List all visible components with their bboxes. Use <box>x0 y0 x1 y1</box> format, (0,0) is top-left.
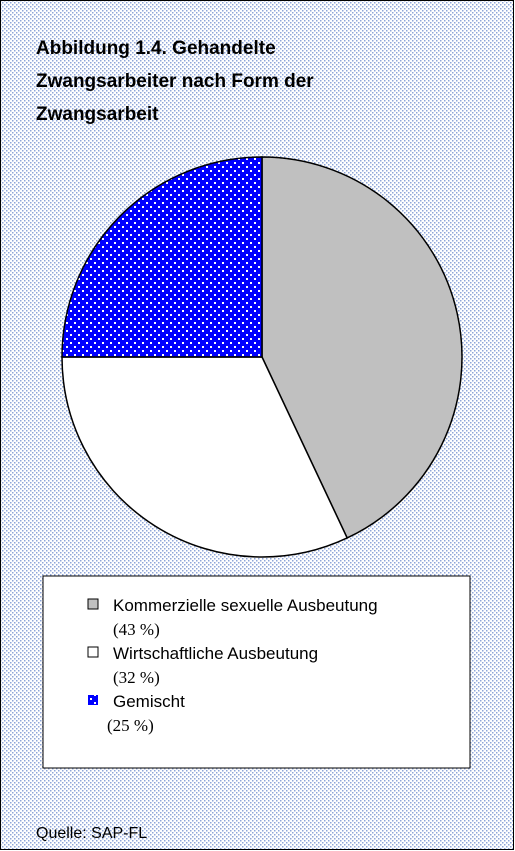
legend-label: Kommerzielle sexuelle Ausbeutung <box>113 596 378 615</box>
value-label: (25 %) <box>107 716 154 735</box>
legend-label: Gemischt <box>113 692 185 711</box>
legend-label: Wirtschaftliche Ausbeutung <box>113 644 318 663</box>
legend-marker <box>88 695 98 705</box>
legend-marker <box>87 598 99 610</box>
pie-slice <box>61 156 263 358</box>
pie-slice <box>261 156 463 539</box>
pie-slice <box>61 356 349 558</box>
value-label: (43 %) <box>113 620 160 639</box>
source: Quelle: SAP-FL <box>36 825 147 842</box>
chart-title: Abbildung 1.4. Gehandelte Zwangsarbeiter… <box>36 38 314 125</box>
legend-marker <box>87 646 99 658</box>
value-label: (32 %) <box>113 668 160 687</box>
legend-box <box>42 575 471 769</box>
